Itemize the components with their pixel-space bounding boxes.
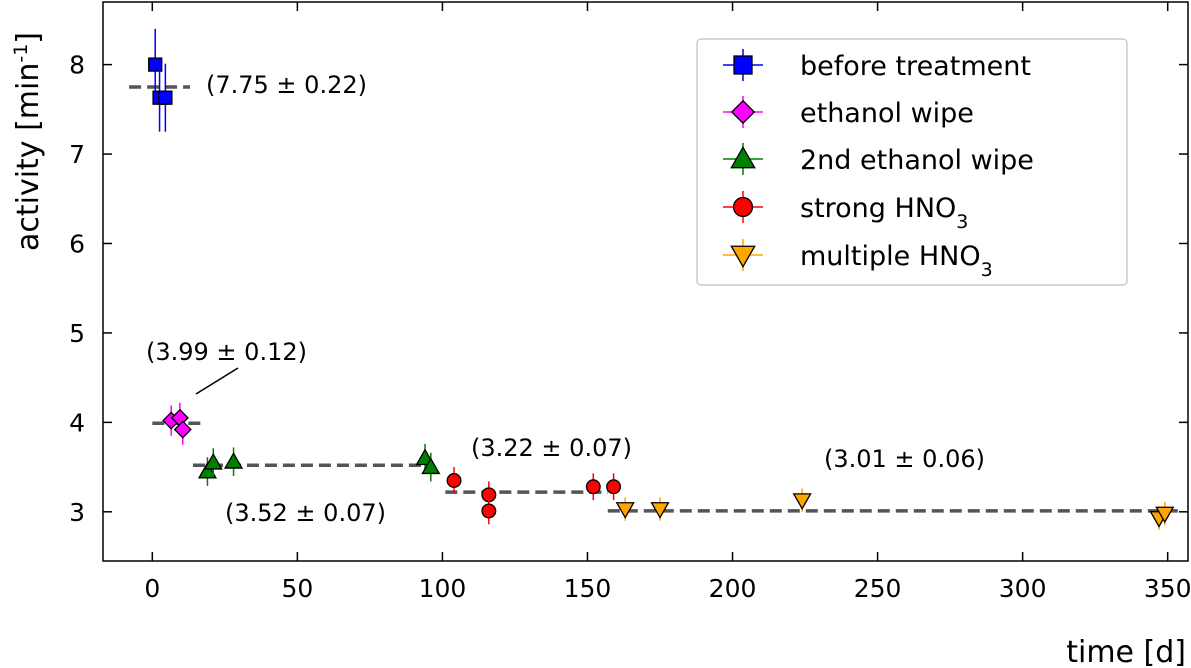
ticks-layer: 0 50 100 150 200 250 300 350 3 4 5 6 7 8 (69, 2, 1191, 603)
diamond-marker (730, 99, 756, 125)
legend-label: multiple HNO3 (800, 241, 993, 281)
annotation-layer: (7.75 ± 0.22) (3.99 ± 0.12) (3.52 ± 0.07) (… (146, 71, 985, 527)
annotation-pointer (195, 367, 239, 395)
series-diamond (162, 402, 192, 445)
x-tick-label: 250 (854, 574, 902, 603)
x-tick-label: 100 (419, 574, 467, 603)
fit-annotation: (3.22 ± 0.07) (471, 434, 632, 462)
fit-annotation: (3.52 ± 0.07) (225, 499, 386, 527)
x-tick-label: 0 (144, 574, 160, 603)
circle-marker (732, 196, 754, 218)
fit-annotation: (3.99 ± 0.12) (146, 338, 307, 366)
series-triangle-up (197, 443, 441, 486)
x-tick-label: 300 (999, 574, 1047, 603)
diamond-marker (173, 420, 192, 439)
y-tick-label: 3 (69, 498, 85, 527)
legend-label: ethanol wipe (800, 98, 974, 129)
x-tick-label: 150 (564, 574, 612, 603)
series-circle (446, 467, 622, 525)
x-tick-label: 50 (281, 574, 313, 603)
triangle-up-marker (203, 452, 223, 470)
legend-label: before treatment (800, 51, 1031, 82)
triangle-up-marker (197, 461, 218, 479)
y-tick-label: 6 (69, 229, 85, 258)
legend: before treatment ethanol wipe 2nd ethanol … (696, 38, 1128, 286)
series-square (148, 28, 173, 132)
circle-marker (606, 479, 622, 495)
circle-marker (481, 503, 497, 519)
triangle-down-marker (615, 502, 635, 519)
y-tick-label: 8 (69, 51, 85, 80)
y-tick-label: 7 (69, 140, 85, 169)
circle-marker (446, 473, 462, 488)
y-axis-label: activity [min-1] (10, 32, 46, 251)
y-tick-label: 5 (69, 319, 85, 348)
square-marker (158, 90, 173, 105)
triangle-down-marker (792, 493, 812, 510)
square-marker (733, 55, 753, 75)
y-tick-label: 4 (69, 408, 85, 437)
x-axis-label: time [d] (1066, 635, 1186, 668)
legend-box (696, 38, 1128, 286)
square-marker (148, 57, 163, 72)
triangle-down-marker (730, 245, 756, 269)
x-tick-label: 200 (709, 574, 757, 603)
triangle-up-marker (223, 451, 244, 469)
data-layer (148, 28, 1175, 530)
fit-annotation: (3.01 ± 0.06) (824, 445, 985, 473)
series-triangle-down (615, 488, 1175, 530)
circle-marker (585, 479, 601, 495)
plot-frame (102, 1, 1189, 562)
triangle-up-marker (421, 457, 441, 475)
x-tick-label: 350 (1144, 574, 1191, 603)
triangle-up-marker (730, 145, 756, 169)
fit-annotation: (7.75 ± 0.22) (206, 71, 367, 99)
triangle-down-marker (650, 502, 670, 519)
legend-label: strong HNO3 (800, 193, 968, 233)
legend-label: 2nd ethanol wipe (800, 145, 1034, 176)
triangle-down-marker (1155, 506, 1175, 524)
